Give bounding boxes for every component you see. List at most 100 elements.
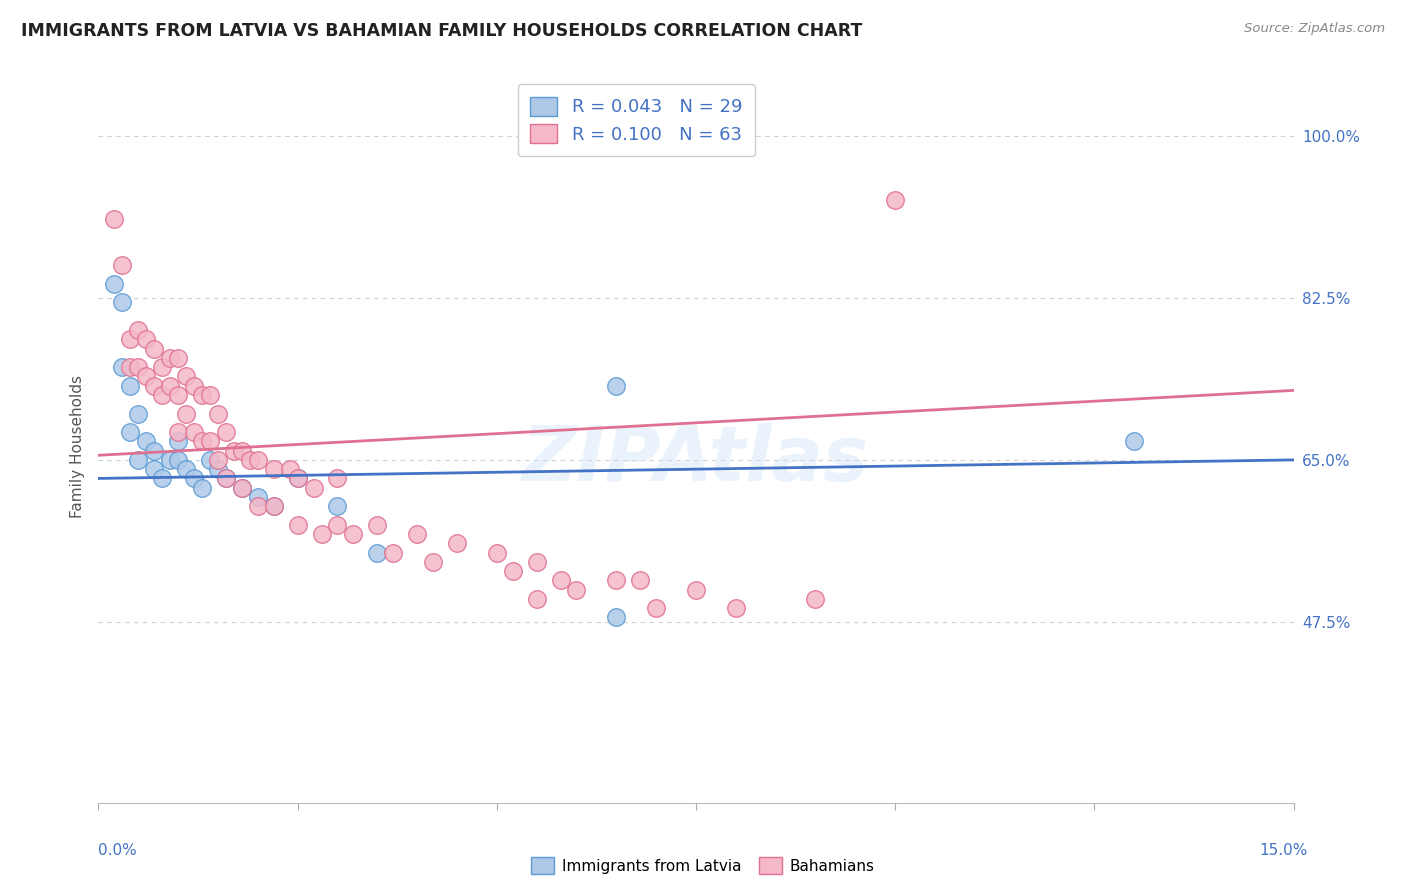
Legend: Immigrants from Latvia, Bahamians: Immigrants from Latvia, Bahamians — [524, 851, 882, 880]
Point — [263, 500, 285, 514]
Point — [502, 564, 524, 578]
Point — [207, 407, 229, 421]
Point — [111, 258, 134, 272]
Point — [526, 555, 548, 569]
Point — [111, 295, 134, 310]
Text: ZIPAtlas: ZIPAtlas — [522, 424, 870, 497]
Point — [326, 517, 349, 532]
Point — [183, 425, 205, 439]
Point — [222, 443, 245, 458]
Point — [342, 527, 364, 541]
Point — [159, 351, 181, 365]
Point — [198, 453, 221, 467]
Point — [326, 471, 349, 485]
Text: IMMIGRANTS FROM LATVIA VS BAHAMIAN FAMILY HOUSEHOLDS CORRELATION CHART: IMMIGRANTS FROM LATVIA VS BAHAMIAN FAMIL… — [21, 22, 862, 40]
Point — [287, 471, 309, 485]
Point — [143, 462, 166, 476]
Point — [207, 453, 229, 467]
Point — [174, 462, 197, 476]
Point — [198, 434, 221, 449]
Point — [550, 574, 572, 588]
Point — [605, 574, 627, 588]
Point — [231, 481, 253, 495]
Point — [127, 323, 149, 337]
Point — [207, 462, 229, 476]
Point — [150, 360, 173, 375]
Point — [263, 500, 285, 514]
Point — [422, 555, 444, 569]
Point — [311, 527, 333, 541]
Point — [446, 536, 468, 550]
Point — [302, 481, 325, 495]
Point — [174, 369, 197, 384]
Point — [143, 378, 166, 392]
Point — [198, 388, 221, 402]
Text: 15.0%: 15.0% — [1260, 843, 1308, 858]
Point — [174, 407, 197, 421]
Point — [135, 434, 157, 449]
Point — [406, 527, 429, 541]
Point — [239, 453, 262, 467]
Point — [326, 500, 349, 514]
Point — [191, 388, 214, 402]
Point — [143, 342, 166, 356]
Point — [150, 388, 173, 402]
Point — [246, 500, 269, 514]
Point — [143, 443, 166, 458]
Point — [191, 434, 214, 449]
Point — [120, 425, 142, 439]
Point — [167, 453, 190, 467]
Point — [150, 471, 173, 485]
Point — [103, 211, 125, 226]
Point — [628, 574, 651, 588]
Y-axis label: Family Households: Family Households — [70, 375, 86, 517]
Point — [685, 582, 707, 597]
Point — [135, 333, 157, 347]
Point — [382, 545, 405, 559]
Point — [287, 471, 309, 485]
Point — [231, 481, 253, 495]
Point — [287, 517, 309, 532]
Point — [120, 378, 142, 392]
Point — [183, 378, 205, 392]
Point — [366, 517, 388, 532]
Point — [804, 591, 827, 606]
Point — [167, 434, 190, 449]
Point — [103, 277, 125, 291]
Point — [159, 453, 181, 467]
Point — [120, 333, 142, 347]
Point — [278, 462, 301, 476]
Point — [167, 351, 190, 365]
Point — [127, 360, 149, 375]
Point — [111, 360, 134, 375]
Point — [485, 545, 508, 559]
Point — [127, 407, 149, 421]
Point — [215, 471, 238, 485]
Point — [1123, 434, 1146, 449]
Point — [231, 443, 253, 458]
Point — [605, 378, 627, 392]
Point — [159, 378, 181, 392]
Point — [167, 425, 190, 439]
Point — [167, 388, 190, 402]
Point — [645, 601, 668, 615]
Legend: R = 0.043   N = 29, R = 0.100   N = 63: R = 0.043 N = 29, R = 0.100 N = 63 — [517, 84, 755, 156]
Point — [135, 369, 157, 384]
Text: 0.0%: 0.0% — [98, 843, 138, 858]
Point — [183, 471, 205, 485]
Point — [565, 582, 588, 597]
Point — [127, 453, 149, 467]
Point — [724, 601, 747, 615]
Point — [366, 545, 388, 559]
Point — [526, 591, 548, 606]
Point — [884, 194, 907, 208]
Point — [191, 481, 214, 495]
Point — [246, 490, 269, 504]
Point — [246, 453, 269, 467]
Point — [120, 360, 142, 375]
Point — [605, 610, 627, 624]
Point — [215, 471, 238, 485]
Point — [263, 462, 285, 476]
Point — [215, 425, 238, 439]
Text: Source: ZipAtlas.com: Source: ZipAtlas.com — [1244, 22, 1385, 36]
